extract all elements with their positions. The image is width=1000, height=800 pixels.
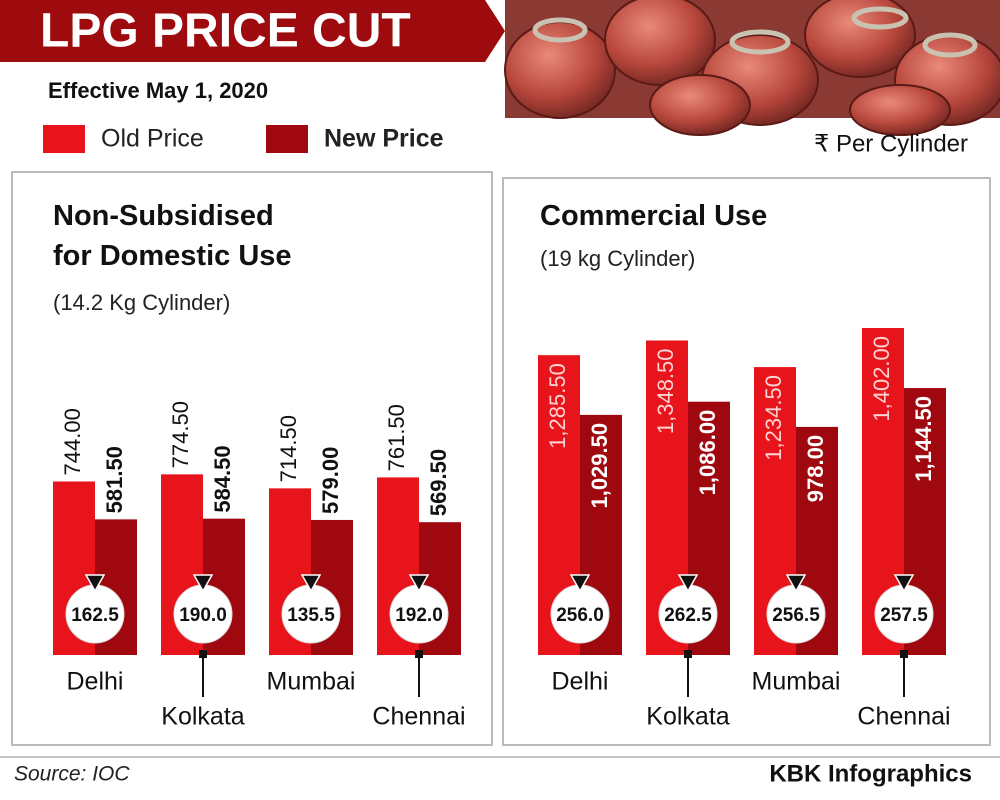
subtitle: Effective May 1, 2020 bbox=[48, 78, 268, 103]
value-label: 978.00 bbox=[803, 435, 828, 502]
unit-note: ₹ Per Cylinder bbox=[814, 130, 968, 157]
value-label: 569.50 bbox=[426, 449, 451, 516]
down-arrow bbox=[785, 574, 807, 593]
down-arrow bbox=[893, 574, 915, 593]
leader-cap bbox=[900, 650, 908, 658]
cut-label: 192.0 bbox=[395, 605, 443, 626]
brand: KBK Infographics bbox=[769, 760, 972, 787]
value-label: 579.00 bbox=[318, 447, 343, 514]
title: LPG PRICE CUT bbox=[40, 5, 411, 58]
cut-label: 262.5 bbox=[664, 605, 712, 626]
cylinders bbox=[504, 0, 1000, 136]
value-label: 761.50 bbox=[384, 404, 409, 471]
leader-cap bbox=[199, 650, 207, 658]
value-label: 714.50 bbox=[276, 415, 301, 482]
value-label: 1,402.00 bbox=[869, 336, 894, 422]
category-label: Kolkata bbox=[646, 703, 729, 731]
leader-cap bbox=[684, 650, 692, 658]
legend-label: New Price bbox=[324, 125, 444, 153]
panel-title: Non-Subsidised for Domestic Use bbox=[53, 200, 292, 272]
valve-rings bbox=[532, 6, 978, 58]
legend-label: Old Price bbox=[101, 125, 204, 153]
title-banner bbox=[0, 0, 505, 62]
category-label: Chennai bbox=[857, 703, 950, 731]
value-label: 1,348.50 bbox=[653, 348, 678, 434]
cut-label: 190.0 bbox=[179, 605, 227, 626]
cut-label: 135.5 bbox=[287, 605, 335, 626]
category-label: Kolkata bbox=[161, 703, 244, 731]
leader-cap bbox=[415, 650, 423, 658]
category-label: Mumbai bbox=[267, 668, 356, 696]
down-arrow bbox=[677, 574, 699, 593]
panel-subtitle: (14.2 Kg Cylinder) bbox=[53, 290, 231, 315]
down-arrow bbox=[300, 574, 322, 593]
value-label: 744.00 bbox=[60, 408, 85, 475]
value-label: 1,086.00 bbox=[695, 410, 720, 496]
value-label: 581.50 bbox=[102, 446, 127, 513]
down-arrow bbox=[84, 574, 106, 593]
panel-subtitle: (19 kg Cylinder) bbox=[540, 246, 696, 271]
legend-swatch bbox=[266, 125, 308, 153]
value-label: 774.50 bbox=[168, 401, 193, 468]
value-label: 1,234.50 bbox=[761, 375, 786, 461]
down-arrow bbox=[569, 574, 591, 593]
cut-label: 257.5 bbox=[880, 605, 928, 626]
source: Source: IOC bbox=[14, 763, 130, 786]
down-arrow bbox=[192, 574, 214, 593]
legend-swatch bbox=[43, 125, 85, 153]
category-label: Delhi bbox=[552, 668, 609, 696]
category-label: Mumbai bbox=[752, 668, 841, 696]
value-label: 584.50 bbox=[210, 445, 235, 512]
value-label: 1,285.50 bbox=[545, 363, 570, 449]
panel-title: Commercial Use bbox=[540, 200, 768, 232]
value-label: 1,029.50 bbox=[587, 423, 612, 509]
cut-label: 162.5 bbox=[71, 605, 119, 626]
down-arrow bbox=[408, 574, 430, 593]
cut-label: 256.0 bbox=[556, 605, 604, 626]
category-label: Delhi bbox=[67, 668, 124, 696]
cut-label: 256.5 bbox=[772, 605, 820, 626]
category-label: Chennai bbox=[372, 703, 465, 731]
value-label: 1,144.50 bbox=[911, 396, 936, 482]
